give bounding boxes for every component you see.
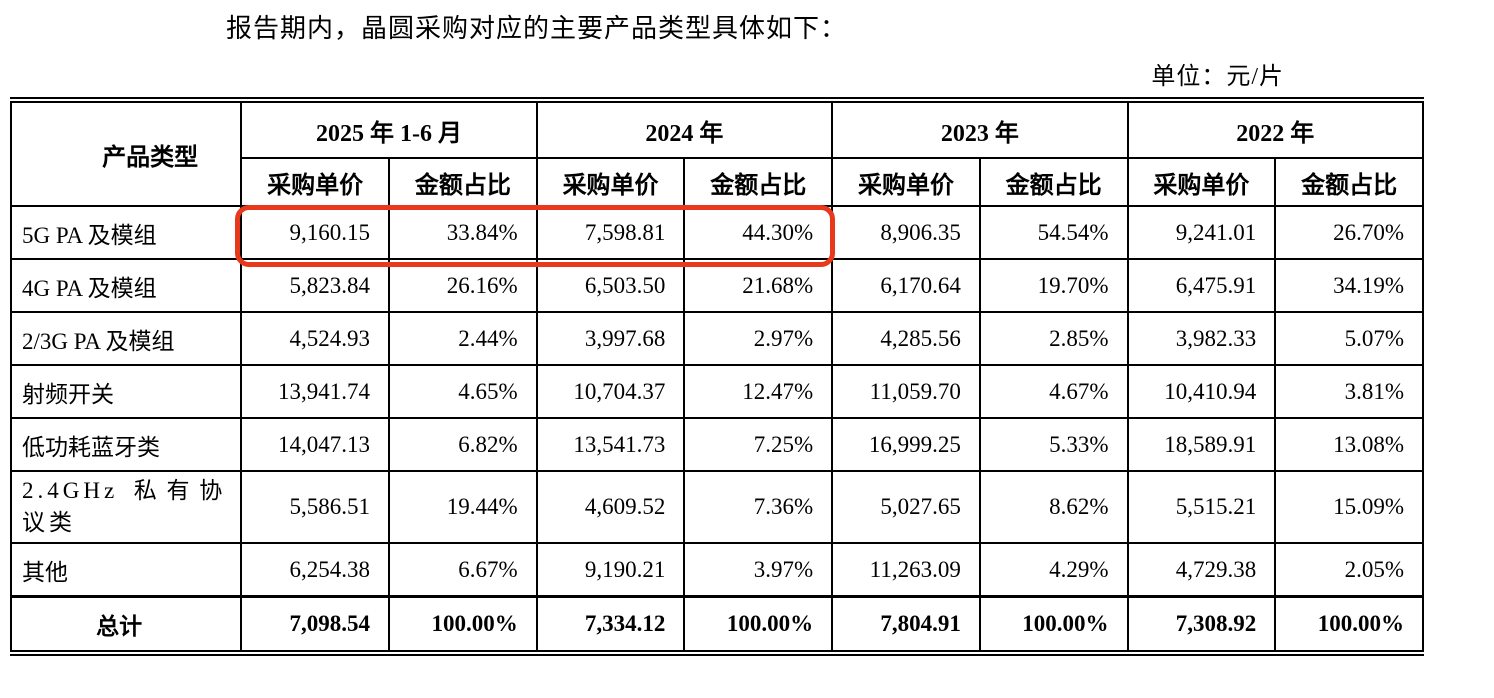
table-row-23g-pa: 2/3G PA 及模组 4,524.93 2.44% 3,997.68 2.97… <box>9 311 1424 366</box>
cell-value: 2.05% <box>1274 542 1424 598</box>
cell-value: 8,906.35 <box>831 205 981 260</box>
cell-value: 100.00% <box>388 595 538 654</box>
row-label: 5G PA 及模组 <box>9 205 243 260</box>
cell-value: 13,941.74 <box>240 364 391 419</box>
wafer-procurement-table: 产品类型 2025 年 1-6 月 2024 年 2023 年 2022 年 采… <box>9 97 1425 656</box>
column-header-product-type: 产品类型 <box>9 99 243 207</box>
table-row-rf-switch: 射频开关 13,941.74 4.65% 10,704.37 12.47% 11… <box>9 364 1424 419</box>
table-row-total: 总计 7,098.54 100.00% 7,334.12 100.00% 7,8… <box>9 595 1424 654</box>
cell-value: 2.85% <box>978 311 1129 366</box>
cell-value: 13,541.73 <box>535 417 686 472</box>
cell-value: 26.16% <box>388 258 538 313</box>
subheader-unit-price: 采购单价 <box>831 157 981 207</box>
cell-value: 2.44% <box>388 311 538 366</box>
intro-paragraph: 报告期内，晶圆采购对应的主要产品类型具体如下： <box>226 14 848 43</box>
cell-value: 4,524.93 <box>240 311 391 366</box>
cell-value: 7,598.81 <box>535 205 686 260</box>
cell-value: 4,609.52 <box>535 470 686 544</box>
row-label: 2/3G PA 及模组 <box>9 311 243 366</box>
subheader-amount-share: 金额占比 <box>388 157 538 207</box>
table-row-5g-pa: 5G PA 及模组 9,160.15 33.84% 7,598.81 44.30… <box>9 205 1424 260</box>
row-label: 射频开关 <box>9 364 243 419</box>
cell-value: 7.36% <box>683 470 834 544</box>
cell-value: 3.81% <box>1274 364 1424 419</box>
cell-value: 10,704.37 <box>535 364 686 419</box>
cell-value: 12.47% <box>683 364 834 419</box>
cell-value: 7,334.12 <box>535 595 686 654</box>
cell-value: 44.30% <box>683 205 834 260</box>
cell-value: 8.62% <box>978 470 1129 544</box>
cell-value: 7,308.92 <box>1126 595 1277 654</box>
period-header-2023: 2023 年 <box>831 99 1129 159</box>
cell-value: 100.00% <box>683 595 834 654</box>
cell-value: 11,059.70 <box>831 364 981 419</box>
cell-value: 34.19% <box>1274 258 1424 313</box>
cell-value: 33.84% <box>388 205 538 260</box>
cell-value: 9,160.15 <box>240 205 391 260</box>
cell-value: 21.68% <box>683 258 834 313</box>
table-header-periods: 产品类型 2025 年 1-6 月 2024 年 2023 年 2022 年 <box>9 99 1425 207</box>
cell-value: 6,254.38 <box>240 542 391 598</box>
cell-value: 14,047.13 <box>240 417 391 472</box>
period-header-2022: 2022 年 <box>1126 99 1425 159</box>
cell-value: 6,503.50 <box>535 258 686 313</box>
cell-value: 5.07% <box>1274 311 1424 366</box>
cell-value: 6,170.64 <box>831 258 981 313</box>
cell-value: 5,586.51 <box>240 470 391 544</box>
cell-value: 5,515.21 <box>1126 470 1277 544</box>
subheader-amount-share: 金额占比 <box>1274 157 1424 207</box>
subheader-amount-share: 金额占比 <box>978 157 1129 207</box>
cell-value: 100.00% <box>978 595 1129 654</box>
cell-value: 4,729.38 <box>1126 542 1277 598</box>
cell-value: 9,190.21 <box>535 542 686 598</box>
cell-value: 11,263.09 <box>831 542 981 598</box>
cell-value: 19.70% <box>978 258 1129 313</box>
subheader-unit-price: 采购单价 <box>1126 157 1277 207</box>
cell-value: 2.97% <box>683 311 834 366</box>
cell-value: 3.97% <box>683 542 834 598</box>
cell-value: 4,285.56 <box>831 311 981 366</box>
cell-value: 15.09% <box>1274 470 1424 544</box>
cell-value: 9,241.01 <box>1126 205 1277 260</box>
cell-value: 26.70% <box>1274 205 1424 260</box>
row-label: 2.4GHz 私有协议类 <box>9 470 243 544</box>
subheader-unit-price: 采购单价 <box>535 157 686 207</box>
cell-value: 5,027.65 <box>831 470 981 544</box>
cell-value: 4.65% <box>388 364 538 419</box>
row-label: 4G PA 及模组 <box>9 258 243 313</box>
cell-value: 5.33% <box>978 417 1129 472</box>
cell-value: 5,823.84 <box>240 258 391 313</box>
cell-value: 10,410.94 <box>1126 364 1277 419</box>
cell-value: 7,098.54 <box>240 595 391 654</box>
period-header-2025-h1: 2025 年 1-6 月 <box>240 99 538 159</box>
table-row-ble: 低功耗蓝牙类 14,047.13 6.82% 13,541.73 7.25% 1… <box>9 417 1424 472</box>
unit-label: 单位：元/片 <box>1151 64 1284 90</box>
row-label: 其他 <box>9 542 243 598</box>
cell-value: 54.54% <box>978 205 1129 260</box>
cell-value: 16,999.25 <box>831 417 981 472</box>
table-header-metrics: 采购单价 金额占比 采购单价 金额占比 采购单价 金额占比 采购单价 金额占比 <box>11 157 1424 207</box>
cell-value: 18,589.91 <box>1126 417 1277 472</box>
table-row-4g-pa: 4G PA 及模组 5,823.84 26.16% 6,503.50 21.68… <box>9 258 1424 313</box>
cell-value: 7,804.91 <box>831 595 981 654</box>
cell-value: 7.25% <box>683 417 834 472</box>
cell-value: 6.67% <box>388 542 538 598</box>
cell-value: 6.82% <box>388 417 538 472</box>
table-row-other: 其他 6,254.38 6.67% 9,190.21 3.97% 11,263.… <box>9 542 1424 598</box>
table-row-24ghz-proprietary: 2.4GHz 私有协议类 5,586.51 19.44% 4,609.52 7.… <box>9 470 1424 544</box>
cell-value: 3,982.33 <box>1126 311 1277 366</box>
cell-value: 3,997.68 <box>535 311 686 366</box>
cell-value: 4.29% <box>978 542 1129 598</box>
cell-value: 6,475.91 <box>1126 258 1277 313</box>
cell-value: 13.08% <box>1274 417 1424 472</box>
period-header-2024: 2024 年 <box>535 99 834 159</box>
cell-value: 19.44% <box>388 470 538 544</box>
row-label-total: 总计 <box>9 595 243 654</box>
row-label: 低功耗蓝牙类 <box>9 417 243 472</box>
cell-value: 4.67% <box>978 364 1129 419</box>
cell-value: 100.00% <box>1274 595 1424 654</box>
subheader-unit-price: 采购单价 <box>240 157 391 207</box>
subheader-amount-share: 金额占比 <box>683 157 834 207</box>
